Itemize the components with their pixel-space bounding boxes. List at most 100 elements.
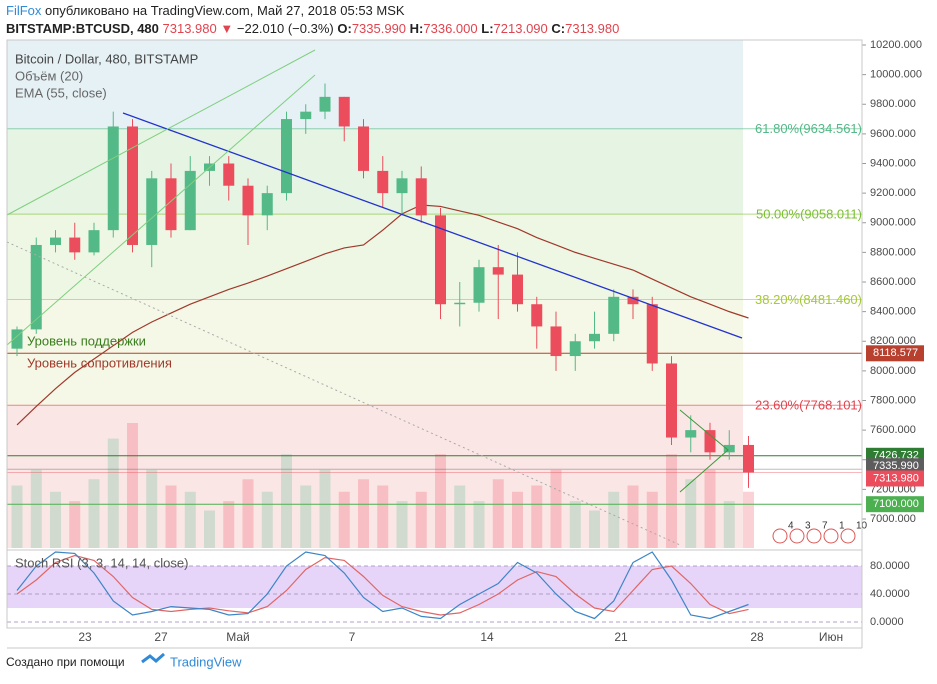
header-line2: BITSTAMP:BTCUSD, 480 7313.980 ▼ −22.010 … <box>6 21 619 36</box>
annotation: Уровень поддержки <box>27 333 146 348</box>
y-tick-label: 10000.000 <box>870 69 922 81</box>
logo <box>141 652 165 664</box>
y-tick-label: 9200.000 <box>870 187 916 199</box>
symbol: BITSTAMP:BTCUSD, 480 <box>6 21 159 36</box>
volume-bar <box>723 501 735 548</box>
volume-bar <box>223 501 235 548</box>
volume-bar <box>415 491 427 548</box>
volume-bar <box>377 485 389 548</box>
candle-body <box>512 274 523 305</box>
candle-body <box>377 170 389 194</box>
candle-body <box>666 363 677 438</box>
y-tick-label: 9600.000 <box>870 128 916 140</box>
candle-body <box>415 178 427 216</box>
fib-label: 38.20%(8481.460) <box>755 292 862 307</box>
event-flag <box>806 528 822 544</box>
h-label: H: <box>410 21 424 36</box>
event-flag <box>789 528 805 544</box>
rsi-d <box>16 554 749 616</box>
volume-bar <box>300 485 312 548</box>
candle-body <box>454 302 466 305</box>
y-tick-label: 8000.000 <box>870 365 916 377</box>
last: 7313.980 <box>163 21 217 36</box>
fib-zone <box>7 299 743 406</box>
fib-zone <box>7 405 743 548</box>
volume-bar <box>569 501 581 548</box>
volume-bar <box>30 469 42 548</box>
candle-body <box>223 163 235 186</box>
l-label: L: <box>481 21 493 36</box>
candle-body <box>723 444 735 453</box>
rsi-tick-label: 0.0000 <box>870 616 904 628</box>
y-tick-label: 8800.000 <box>870 246 916 258</box>
volume-bar <box>107 438 119 548</box>
price-tag <box>866 470 924 487</box>
y-tick-label: 8200.000 <box>870 335 916 347</box>
volume-bar <box>704 469 716 548</box>
candle-body <box>242 185 254 216</box>
volume-bar <box>88 479 100 548</box>
volume-bar <box>666 454 677 548</box>
volume-bar <box>50 491 61 548</box>
x-tick-label: 21 <box>614 630 628 644</box>
candle-body <box>261 193 273 216</box>
candle-body <box>685 430 697 438</box>
volume-bar <box>492 479 504 548</box>
y-tick-label: 8600.000 <box>870 276 916 288</box>
x-tick-label: Июн <box>819 630 843 644</box>
candle-body <box>11 329 23 349</box>
volume-bar <box>396 501 408 548</box>
candle-body <box>281 119 292 194</box>
candle-body <box>396 178 408 194</box>
backgrounds: 61.80%(9634.561) 50.00%(9058.011) 38.20%(8… <box>7 40 862 548</box>
candle-body <box>531 304 543 327</box>
price-tag <box>866 496 924 513</box>
h: 7336.000 <box>423 21 477 36</box>
candle-body <box>319 96 331 112</box>
triangle <box>679 409 729 493</box>
volume-bar <box>281 454 292 548</box>
o: 7335.990 <box>352 21 406 36</box>
footer-brand[interactable]: TradingView <box>170 654 242 669</box>
volume-bar <box>627 485 639 548</box>
candle-body <box>704 430 716 453</box>
volume-bar <box>550 469 562 548</box>
ema-line <box>16 204 749 426</box>
event-label: 7 <box>822 521 828 532</box>
candle-body <box>107 126 119 231</box>
candle-body <box>338 96 350 127</box>
channel-line <box>6 74 316 346</box>
c: 7313.980 <box>565 21 619 36</box>
legend-entry: Bitcoin / Dollar, 480, BITSTAMP <box>15 51 198 66</box>
volume-bar <box>204 510 215 548</box>
volume-bar <box>261 491 273 548</box>
candle-body <box>743 444 754 473</box>
price-tag <box>866 345 924 362</box>
change: −22.010 (−0.3%) <box>237 21 334 36</box>
candle-body <box>184 170 196 231</box>
dotted-line <box>6 241 681 546</box>
x-tick-label: 27 <box>154 630 168 644</box>
y-tick-label: 7000.000 <box>870 513 916 525</box>
x-tick-label: 7 <box>349 630 356 644</box>
fib-zone <box>7 40 743 129</box>
price-tag <box>866 458 924 475</box>
candle-body <box>569 341 581 357</box>
volume-bar <box>146 469 158 548</box>
fib-label: 50.00%(9058.011) <box>756 207 862 222</box>
candle-body <box>608 296 620 334</box>
event-label: 4 <box>788 521 794 532</box>
footer-text: Создано при помощи <box>6 655 125 669</box>
arrow: ▼ <box>220 21 233 36</box>
rsi-tick-label: 80.0000 <box>870 560 910 572</box>
author[interactable]: FilFox <box>6 3 42 18</box>
candle-body <box>435 215 446 305</box>
event-label: 1 <box>839 521 845 532</box>
channel-line <box>6 49 316 216</box>
candle-body <box>473 267 485 303</box>
volume-bar <box>512 491 523 548</box>
event-flag <box>823 528 839 544</box>
trend-line <box>122 112 743 339</box>
event-label: 3 <box>805 521 811 532</box>
published: опубликовано на TradingView.com, Май 27,… <box>45 3 405 18</box>
